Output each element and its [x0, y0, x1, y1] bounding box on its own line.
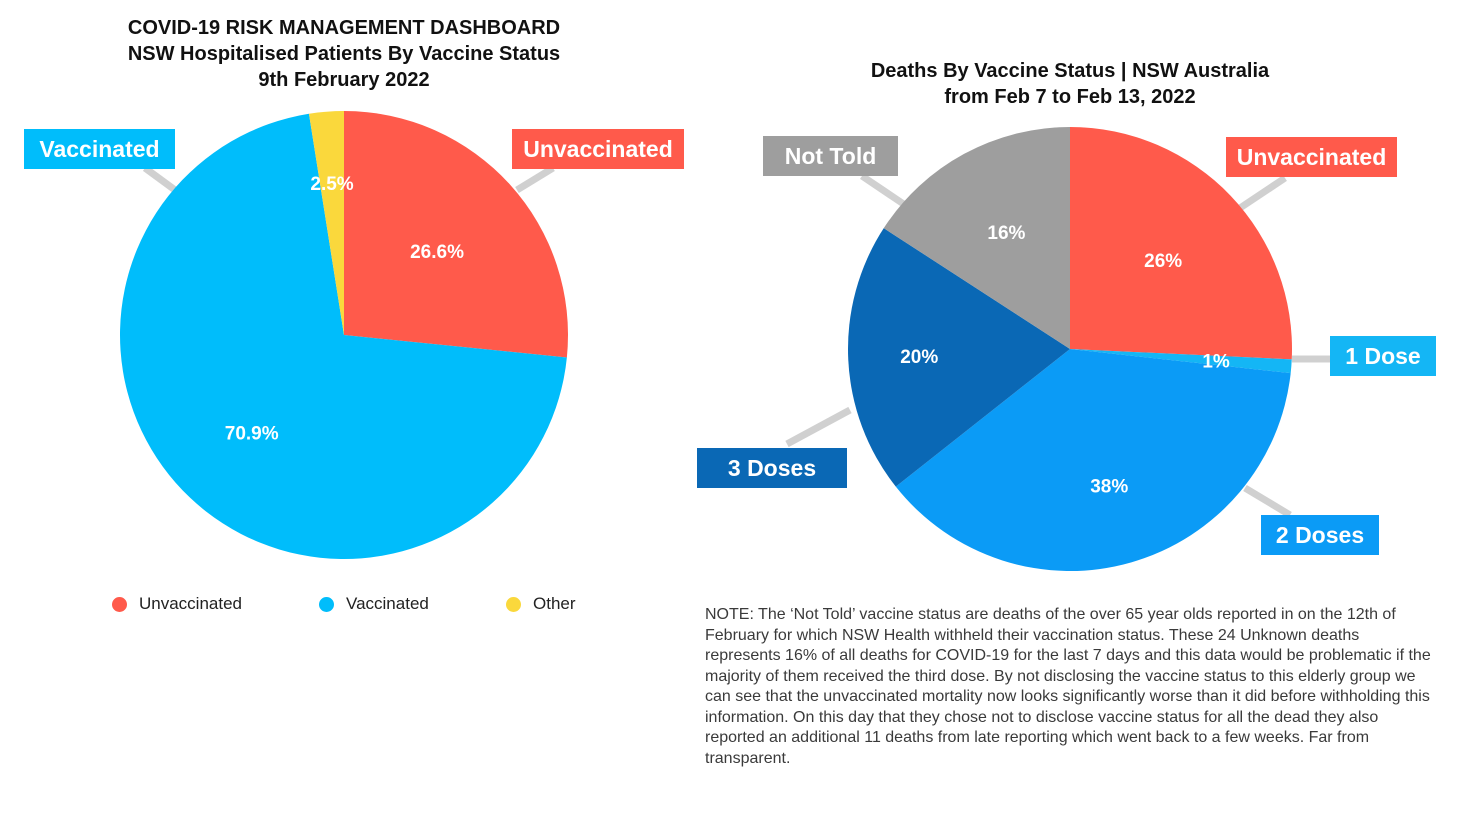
leader-line-vaccinated: [142, 165, 178, 193]
leader-line-3-doses: [785, 406, 852, 448]
deaths-note-text: NOTE: The ‘Not Told’ vaccine status are …: [705, 606, 1431, 767]
left-chart-title: COVID-19 RISK MANAGEMENT DASHBOARD NSW H…: [44, 15, 644, 93]
legend-item-unvaccinated[interactable]: Unvaccinated: [112, 594, 242, 614]
callout-label-unvaccinated: Unvaccinated: [523, 136, 673, 162]
callout-box-unvaccinated: [1226, 137, 1397, 177]
leader-line-unvaccinated: [1238, 175, 1287, 211]
legend-label-other: Other: [533, 594, 576, 613]
left-chart-subtitle-line-2: 9th February 2022: [258, 69, 430, 91]
pie-slice-not-told: [883, 127, 1070, 349]
callout-box-2-doses: [1261, 515, 1379, 555]
legend-label-vaccinated: Vaccinated: [346, 594, 429, 613]
legend-dot-vaccinated: [319, 596, 334, 612]
callout-label-2-doses: 2 Doses: [1276, 522, 1364, 548]
pie-slice-unvaccinated: [1070, 127, 1292, 360]
callout-label-unvaccinated: Unvaccinated: [1237, 144, 1387, 170]
legend-item-vaccinated[interactable]: Vaccinated: [319, 594, 429, 614]
value-label-not-told: 16%: [987, 223, 1025, 244]
value-label-unvaccinated: 26.6%: [410, 242, 464, 263]
callout-box-1-dose: [1330, 336, 1436, 376]
left-chart-subtitle-line-1: NSW Hospitalised Patients By Vaccine Sta…: [127, 43, 561, 65]
callout-label-3-doses: 3 Doses: [728, 455, 816, 481]
left-chart-title-line-1: COVID-19 RISK MANAGEMENT DASHBOARD: [127, 17, 561, 39]
value-label-other: 2.5%: [310, 174, 353, 195]
legend-dot-other: [506, 596, 521, 612]
legend-label-unvaccinated: Unvaccinated: [139, 594, 243, 613]
callout-label-1-dose: 1 Dose: [1345, 343, 1420, 369]
leader-line-unvaccinated: [515, 165, 555, 193]
pie-slice-other: [308, 111, 344, 335]
callout-box-unvaccinated: [512, 129, 684, 169]
value-label-2-doses: 38%: [1090, 477, 1128, 498]
pie-slice-1-dose: [1070, 349, 1292, 374]
leader-line-2-doses: [1243, 484, 1292, 519]
right-chart-title-line-2: from Feb 7 to Feb 13, 2022: [944, 86, 1196, 108]
callout-box-3-doses: [697, 448, 847, 488]
legend-item-other[interactable]: Other: [506, 594, 576, 614]
pie-slice-3-doses: [848, 228, 1070, 487]
pie-slice-vaccinated: [120, 113, 567, 560]
pie-slice-unvaccinated: [344, 111, 568, 358]
leader-line-not-told: [860, 173, 907, 208]
value-label-unvaccinated: 26%: [1144, 251, 1182, 272]
hospitalised-legend: Unvaccinated Vaccinated Other: [0, 594, 700, 618]
value-label-vaccinated: 70.9%: [225, 424, 279, 445]
callout-label-not-told: Not Told: [785, 143, 877, 169]
callout-box-not-told: [763, 136, 898, 176]
right-chart-title: Deaths By Vaccine Status | NSW Australia…: [770, 58, 1370, 110]
callout-box-vaccinated: [24, 129, 175, 169]
right-chart-title-line-1: Deaths By Vaccine Status | NSW Australia: [870, 60, 1270, 82]
callout-label-vaccinated: Vaccinated: [39, 136, 159, 162]
legend-dot-unvaccinated: [112, 596, 127, 612]
value-label-3-doses: 20%: [900, 347, 938, 368]
value-label-1-dose: 1%: [1202, 351, 1230, 372]
pie-slice-2-doses: [895, 349, 1291, 571]
